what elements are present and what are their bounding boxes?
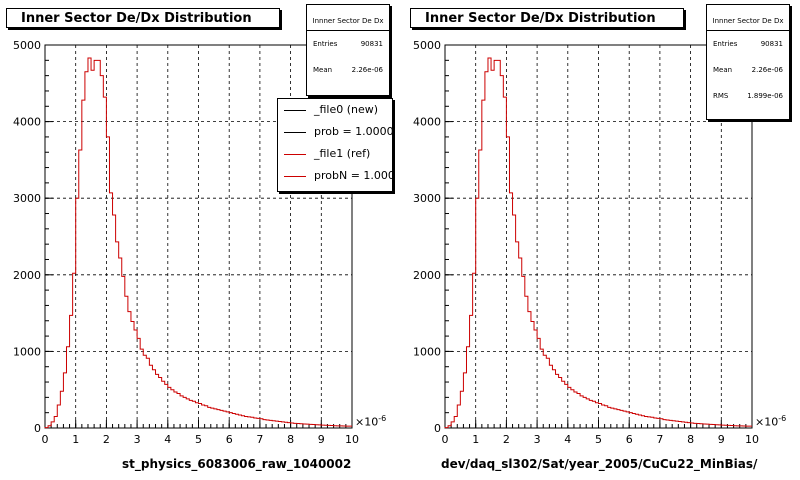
left-histogram-series (44, 57, 352, 429)
left-y-tick-label: 5000 (13, 39, 41, 52)
left-x-tick-label: 8 (287, 433, 294, 446)
left-x-tick-label: 2 (103, 433, 110, 446)
legend-label: _file1 (ref) (314, 147, 371, 160)
left-x-tick-label: 3 (134, 433, 141, 446)
left-y-tick-label: 3000 (13, 192, 41, 205)
right-stats-label: Entries (713, 40, 738, 48)
left-x-multiplier: ×10-6 (355, 414, 386, 429)
legend-label: probN = 1.000000 (314, 169, 392, 182)
left-x-tick-label: 4 (164, 433, 171, 446)
left-stats-box: Innner Sector De Dx Entries 90831 Mean 2… (306, 4, 390, 96)
right-y-tick-label: 3000 (413, 192, 441, 205)
left-x-axis-title: st_physics_6083006_raw_1040002 (122, 457, 352, 471)
left-stats-value: 90831 (360, 40, 383, 48)
left-x-tick-label: 7 (256, 433, 263, 446)
right-x-tick-label: 5 (595, 433, 602, 446)
right-x-tick-label: 8 (687, 433, 694, 446)
multiplier-exponent: -6 (378, 414, 387, 423)
right-histogram-series (444, 57, 752, 429)
legend-entry: _file1 (ref) (278, 143, 392, 165)
right-x-tick-label: 0 (442, 433, 449, 446)
right-stats-value: 1.899e-06 (747, 92, 783, 100)
right-stats-row-entries: Entries 90831 (707, 31, 789, 57)
right-histogram-title: Inner Sector De/Dx Distribution (410, 8, 684, 28)
left-x-tick-label: 1 (72, 433, 79, 446)
multiplier-exponent: -6 (778, 414, 787, 423)
legend-entry: probN = 1.000000 (278, 165, 392, 187)
left-stats-row-entries: Entries 90831 (307, 31, 389, 57)
legend-label: _file0 (new) (314, 103, 379, 116)
right-x-tick-label: 9 (718, 433, 725, 446)
right-stats-title: Innner Sector De Dx (707, 5, 789, 31)
multiplier-base: ×10 (355, 415, 379, 429)
multiplier-base: ×10 (755, 415, 779, 429)
legend-swatch (284, 110, 306, 111)
right-stats-value: 90831 (760, 40, 783, 48)
right-x-tick-label: 10 (745, 433, 759, 446)
left-x-tick-label: 10 (345, 433, 359, 446)
left-stats-row-mean: Mean 2.26e-06 (307, 57, 389, 83)
legend-entry: prob = 1.000000 (278, 121, 392, 143)
legend-swatch (284, 154, 306, 155)
left-stats-label: Entries (313, 40, 338, 48)
right-x-tick-label: 7 (656, 433, 663, 446)
left-legend: _file0 (new) prob = 1.000000 _file1 (ref… (277, 98, 393, 192)
right-x-tick-label: 1 (472, 433, 479, 446)
right-stats-label: Mean (713, 66, 733, 74)
left-x-tick-label: 0 (42, 433, 49, 446)
right-x-tick-label: 6 (626, 433, 633, 446)
right-x-tick-label: 4 (564, 433, 571, 446)
left-y-tick-label: 1000 (13, 345, 41, 358)
left-stats-label: Mean (313, 66, 333, 74)
legend-entry: _file0 (new) (278, 99, 392, 121)
right-stats-row-mean: Mean 2.26e-06 (707, 57, 789, 83)
right-stats-value: 2.26e-06 (751, 66, 783, 74)
left-stats-value: 2.26e-06 (351, 66, 383, 74)
left-x-tick-label: 6 (226, 433, 233, 446)
right-y-tick-label: 2000 (413, 269, 441, 282)
left-stats-title: Innner Sector De Dx (307, 5, 389, 31)
legend-label: prob = 1.000000 (314, 125, 393, 138)
right-stats-label: RMS (713, 92, 729, 100)
left-y-tick-label: 2000 (13, 269, 41, 282)
left-histogram-title: Inner Sector De/Dx Distribution (6, 8, 280, 28)
right-x-axis-title: dev/daq_sl302/Sat/year_2005/CuCu22_MinBi… (441, 457, 758, 471)
legend-swatch (284, 132, 306, 133)
right-x-tick-label: 3 (534, 433, 541, 446)
left-y-tick-label: 4000 (13, 116, 41, 129)
right-y-tick-label: 1000 (413, 345, 441, 358)
left-x-tick-label: 9 (318, 433, 325, 446)
left-x-tick-label: 5 (195, 433, 202, 446)
right-stats-row-rms: RMS 1.899e-06 (707, 83, 789, 109)
right-x-tick-label: 2 (503, 433, 510, 446)
left-y-tick-label: 0 (34, 422, 41, 435)
right-y-tick-label: 5000 (413, 39, 441, 52)
legend-swatch (284, 176, 306, 177)
right-y-tick-label: 0 (434, 422, 441, 435)
right-stats-box: Innner Sector De Dx Entries 90831 Mean 2… (706, 4, 790, 120)
right-y-tick-label: 4000 (413, 116, 441, 129)
right-x-multiplier: ×10-6 (755, 414, 786, 429)
